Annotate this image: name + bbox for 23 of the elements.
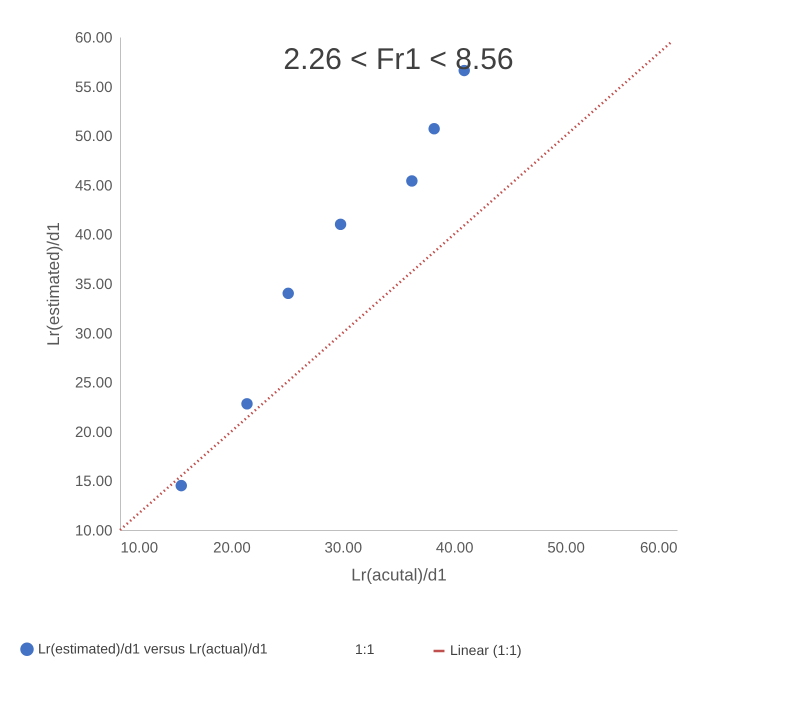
y-tick-label: 20.00 — [74, 424, 112, 441]
x-tick-label: 50.00 — [547, 540, 585, 556]
y-axis-title: Lr(estimated)/d1 — [44, 222, 63, 346]
legend-label: Lr(estimated)/d1 versus Lr(actual)/d1 — [38, 640, 268, 656]
x-tick-label: 20.00 — [213, 540, 251, 556]
y-tick-label: 45.00 — [74, 177, 112, 194]
y-tick-label: 35.00 — [74, 276, 112, 293]
y-tick-label: 30.00 — [74, 325, 112, 342]
x-tick-label: 40.00 — [436, 540, 474, 556]
y-tick-label: 40.00 — [74, 226, 112, 244]
y-tick-label: 15.00 — [74, 473, 112, 490]
y-tick-label: 60.00 — [74, 30, 112, 46]
x-tick-label: 60.00 — [640, 540, 678, 556]
y-tick-label: 55.00 — [74, 78, 112, 96]
text: 1:1 — [355, 641, 375, 657]
y-tick-label: 25.00 — [74, 374, 112, 392]
legend-label: Linear (1:1) — [450, 642, 522, 658]
x-axis-title: Lr(acutal)/d1 — [351, 566, 447, 584]
x-tick-label: 10.00 — [120, 540, 158, 556]
x-tick-label: 30.00 — [324, 540, 362, 556]
chart-title: 2.26 < Fr1 < 8.56 — [283, 43, 514, 76]
y-tick-label: 10.00 — [74, 522, 112, 540]
y-tick-label: 50.00 — [74, 128, 112, 146]
